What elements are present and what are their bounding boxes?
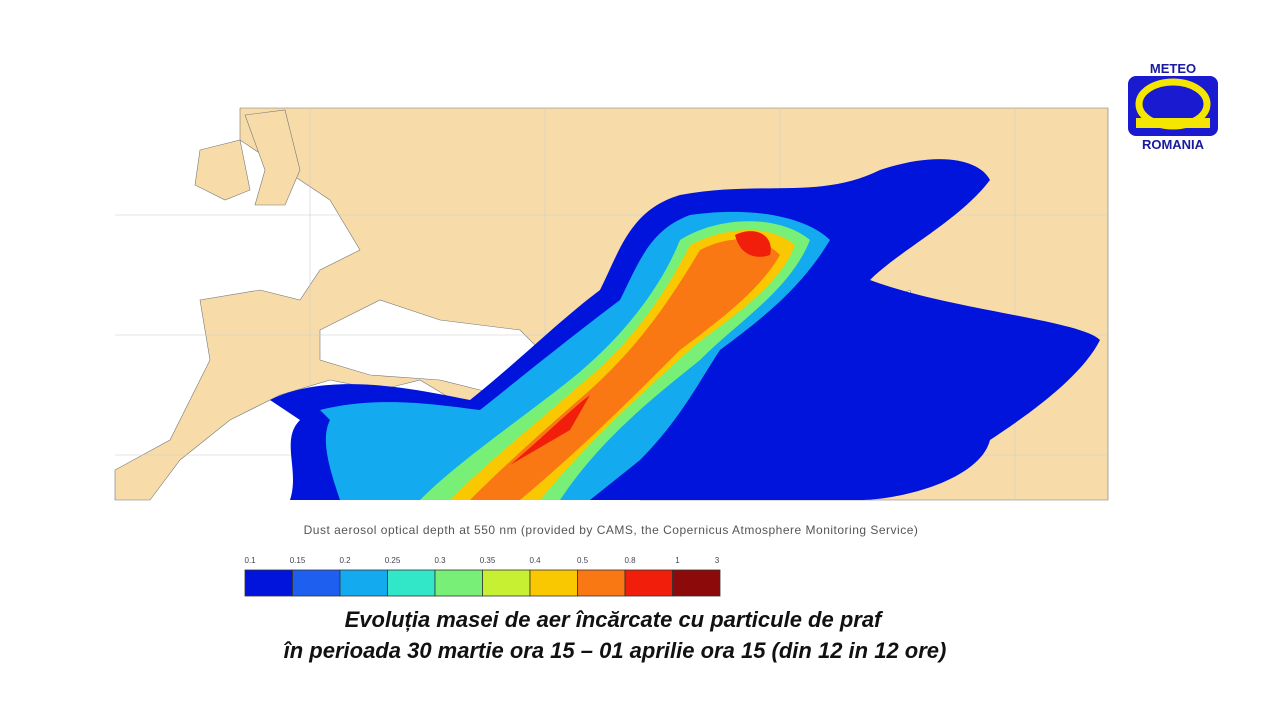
legend-tick-label: 0.1: [244, 556, 256, 565]
logo-text: METEO: [1150, 61, 1196, 76]
legend-swatch: [624, 569, 673, 597]
legend-swatch: [529, 569, 578, 597]
legend-tick-label: 0.8: [624, 556, 636, 565]
legend-swatch: [387, 569, 436, 597]
legend-tick-label: 0.2: [339, 556, 351, 565]
legend-tick-label: 1: [675, 556, 680, 565]
legend-swatch: [339, 569, 388, 597]
title-line: Evoluția masei de aer încărcate cu parti…: [345, 607, 884, 632]
britain: [244, 109, 301, 206]
legend: 0.1 0.15 0.2 0.25 0.3 0.35 0.4 0.5 0.8 1 3: [244, 556, 721, 597]
logo-bar: [1136, 118, 1210, 128]
legend-tick-label: 0.4: [529, 556, 541, 565]
logo: METEO ROMANIA: [1128, 61, 1218, 152]
legend-swatch: [434, 569, 483, 597]
logo-text: ROMANIA: [1142, 137, 1205, 152]
legend-swatch: [577, 569, 626, 597]
legend-tick-label: 0.5: [577, 556, 589, 565]
legend-swatch: [482, 569, 531, 597]
legend-tick-label: 0.15: [290, 556, 306, 565]
legend-tick-label: 3: [715, 556, 720, 565]
legend-swatch: [292, 569, 341, 597]
title-line: în perioada 30 martie ora 15 – 01 aprili…: [284, 638, 947, 663]
ireland-uk: [194, 139, 251, 201]
legend-swatch: [672, 569, 721, 597]
legend-tick-label: 0.3: [434, 556, 446, 565]
legend-tick-label: 0.25: [385, 556, 401, 565]
legend-tick-label: 0.35: [480, 556, 496, 565]
legend-swatch: [244, 569, 293, 597]
map-caption: Dust aerosol optical depth at 550 nm (pr…: [304, 523, 919, 537]
map: Dust aerosol optical depth at 550 nm (pr…: [114, 107, 1109, 537]
dust-plume: [270, 159, 1100, 500]
